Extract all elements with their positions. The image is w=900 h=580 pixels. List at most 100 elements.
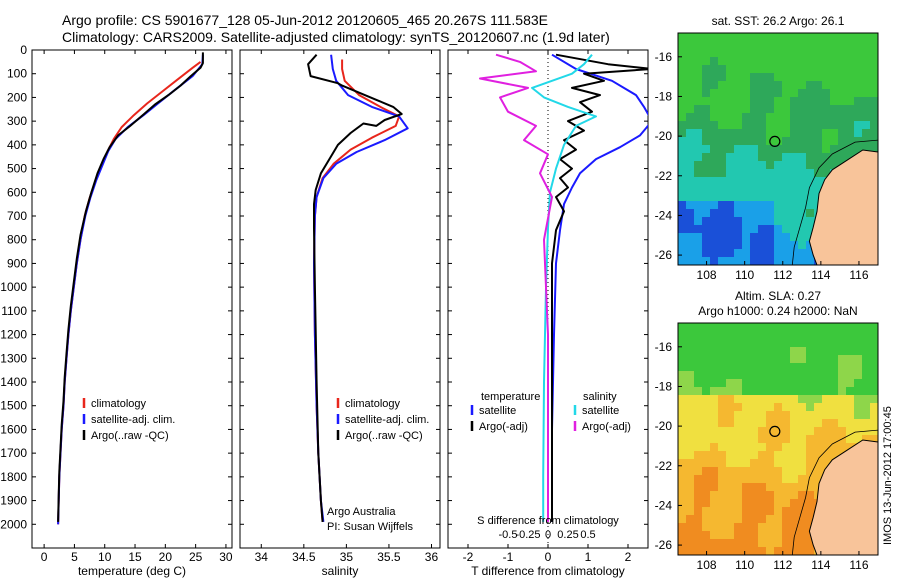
map-cell — [758, 121, 767, 130]
map-cell — [846, 387, 855, 396]
map-cell — [702, 539, 711, 548]
map-cell — [726, 339, 735, 348]
map-cell — [678, 491, 687, 500]
map-cell — [742, 121, 751, 130]
temperature-legend-satellite: satellite-adj. clim. — [91, 414, 175, 426]
temperature-legend: climatology satellite-adj. clim. Argo(..… — [82, 398, 175, 442]
map-cell — [734, 81, 743, 90]
map-cell — [814, 145, 823, 154]
map-cell — [702, 379, 711, 388]
map-cell — [870, 81, 878, 90]
map-cell — [718, 145, 727, 154]
map-cell — [734, 363, 743, 372]
map-cell — [790, 443, 799, 452]
map-cell — [806, 435, 815, 444]
map-cell — [710, 347, 719, 356]
map-cell — [774, 97, 783, 106]
map-cell — [830, 427, 839, 436]
depth-tick-label: 1500 — [0, 399, 27, 413]
map-cell — [678, 387, 687, 396]
map-cell — [806, 451, 815, 460]
map-cell — [806, 177, 815, 186]
map-cell — [726, 331, 735, 340]
map-cell — [710, 241, 719, 250]
map-cell — [726, 81, 735, 90]
x-tick-label: 0 — [545, 550, 552, 564]
map-cell — [790, 363, 799, 372]
map-cell — [726, 193, 735, 202]
map-x-tick-label: 114 — [811, 268, 830, 282]
map-cell — [686, 65, 695, 74]
map-cell — [830, 161, 839, 170]
x-tick-label: 5 — [71, 550, 78, 564]
map-cell — [822, 427, 831, 436]
map-x-tick-label: 116 — [849, 558, 868, 572]
map-cell — [686, 113, 695, 122]
map-x-tick-label: 112 — [773, 268, 792, 282]
map-cell — [870, 403, 878, 412]
map-cell — [854, 395, 863, 404]
map-cell — [838, 411, 847, 420]
map-cell — [766, 193, 775, 202]
map-cell — [758, 169, 767, 178]
map-cell — [718, 411, 727, 420]
depth-tick-label: 400 — [7, 138, 27, 152]
map-cell — [686, 73, 695, 82]
map-cell — [758, 459, 767, 468]
map-cell — [838, 49, 847, 58]
map-cell — [734, 185, 743, 194]
map-cell — [806, 217, 815, 226]
map-cell — [718, 467, 727, 476]
map-cell — [702, 57, 711, 66]
map-cell — [726, 121, 735, 130]
map-cell — [862, 355, 871, 364]
map-cell — [854, 435, 863, 444]
map-cell — [678, 201, 687, 210]
map-cell — [686, 193, 695, 202]
map-cell — [678, 137, 687, 146]
depth-tick-label: 1600 — [0, 422, 27, 436]
map-cell — [838, 65, 847, 74]
map-cell — [782, 97, 791, 106]
map-cell — [742, 113, 751, 122]
map-cell — [742, 323, 751, 332]
map-cell — [790, 379, 799, 388]
map-cell — [782, 113, 791, 122]
map-cell — [750, 339, 759, 348]
map-cell — [694, 403, 703, 412]
map-cell — [798, 209, 807, 218]
map-cell — [742, 65, 751, 74]
map-cell — [830, 403, 839, 412]
map-cell — [742, 355, 751, 364]
map-cell — [718, 105, 727, 114]
map-cell — [782, 531, 791, 540]
map-cell — [734, 539, 743, 548]
map-cell — [742, 403, 751, 412]
map-cell — [766, 105, 775, 114]
map-cell — [766, 347, 775, 356]
map-cell — [734, 331, 743, 340]
map-cell — [726, 217, 735, 226]
map-cell — [774, 539, 783, 548]
map-cell — [694, 169, 703, 178]
map-cell — [870, 347, 878, 356]
map-cell — [718, 363, 727, 372]
map-cell — [798, 387, 807, 396]
map-cell — [702, 467, 711, 476]
map-cell — [806, 137, 815, 146]
map-cell — [718, 355, 727, 364]
map-cell — [702, 411, 711, 420]
map-cell — [718, 113, 727, 122]
map-cell — [750, 499, 759, 508]
map-cell — [694, 347, 703, 356]
map-cell — [758, 483, 767, 492]
map-cell — [814, 395, 823, 404]
map-cell — [750, 355, 759, 364]
map-cell — [750, 57, 759, 66]
map-cell — [766, 121, 775, 130]
map-cell — [814, 387, 823, 396]
map-cell — [782, 193, 791, 202]
map-cell — [734, 523, 743, 532]
map-cell — [726, 225, 735, 234]
map-y-tick-label: -20 — [655, 419, 673, 433]
